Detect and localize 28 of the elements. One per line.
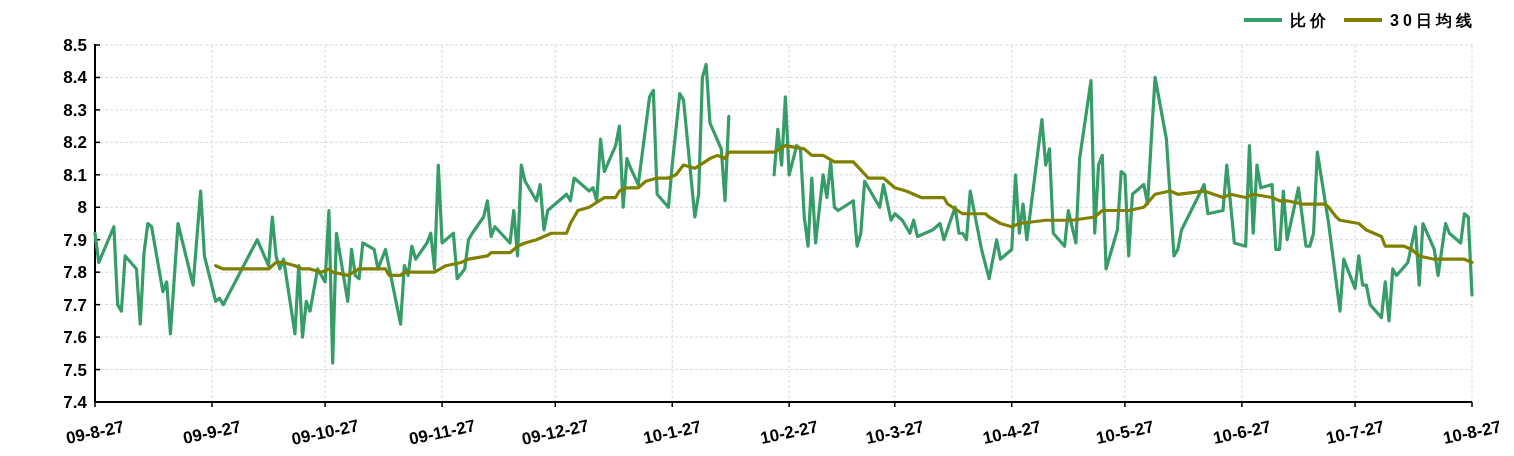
y-tick-label: 7.6 [63, 328, 87, 348]
y-tick-label: 8.4 [63, 68, 88, 88]
legend-label: 比价 [1290, 12, 1330, 29]
x-tick-label: 09-12-27 [520, 416, 591, 449]
x-tick-label: 10-8-27 [1441, 417, 1503, 448]
x-tick-label: 09-9-27 [181, 417, 243, 448]
x-tick-label: 09-8-27 [64, 417, 126, 448]
y-tick-label: 8.5 [63, 36, 87, 55]
x-tick-label: 09-11-27 [407, 416, 477, 449]
y-tick-label: 8.3 [63, 100, 87, 120]
legend-label: 30日均线 [1390, 12, 1476, 29]
x-tick-label: 10-4-27 [981, 417, 1043, 448]
x-tick-label: 10-1-27 [641, 417, 703, 448]
y-tick-label: 8.1 [63, 165, 87, 185]
x-tick-label: 10-2-27 [758, 417, 820, 448]
y-tick-label: 7.8 [63, 263, 87, 283]
y-tick-label: 7.4 [63, 393, 88, 412]
x-tick-label: 10-7-27 [1324, 417, 1386, 448]
x-tick-label: 10-6-27 [1211, 417, 1273, 448]
y-tick-label: 7.7 [63, 295, 87, 315]
line-series [214, 144, 1474, 278]
y-tick-label: 7.5 [63, 360, 87, 380]
y-tick-label: 8.2 [63, 133, 87, 153]
y-tick-label: 8 [77, 198, 87, 218]
x-tick-label: 09-10-27 [289, 416, 361, 449]
x-tick-label: 10-3-27 [864, 417, 926, 448]
x-tick-label: 10-5-27 [1094, 417, 1156, 448]
y-tick-label: 7.9 [63, 230, 87, 250]
